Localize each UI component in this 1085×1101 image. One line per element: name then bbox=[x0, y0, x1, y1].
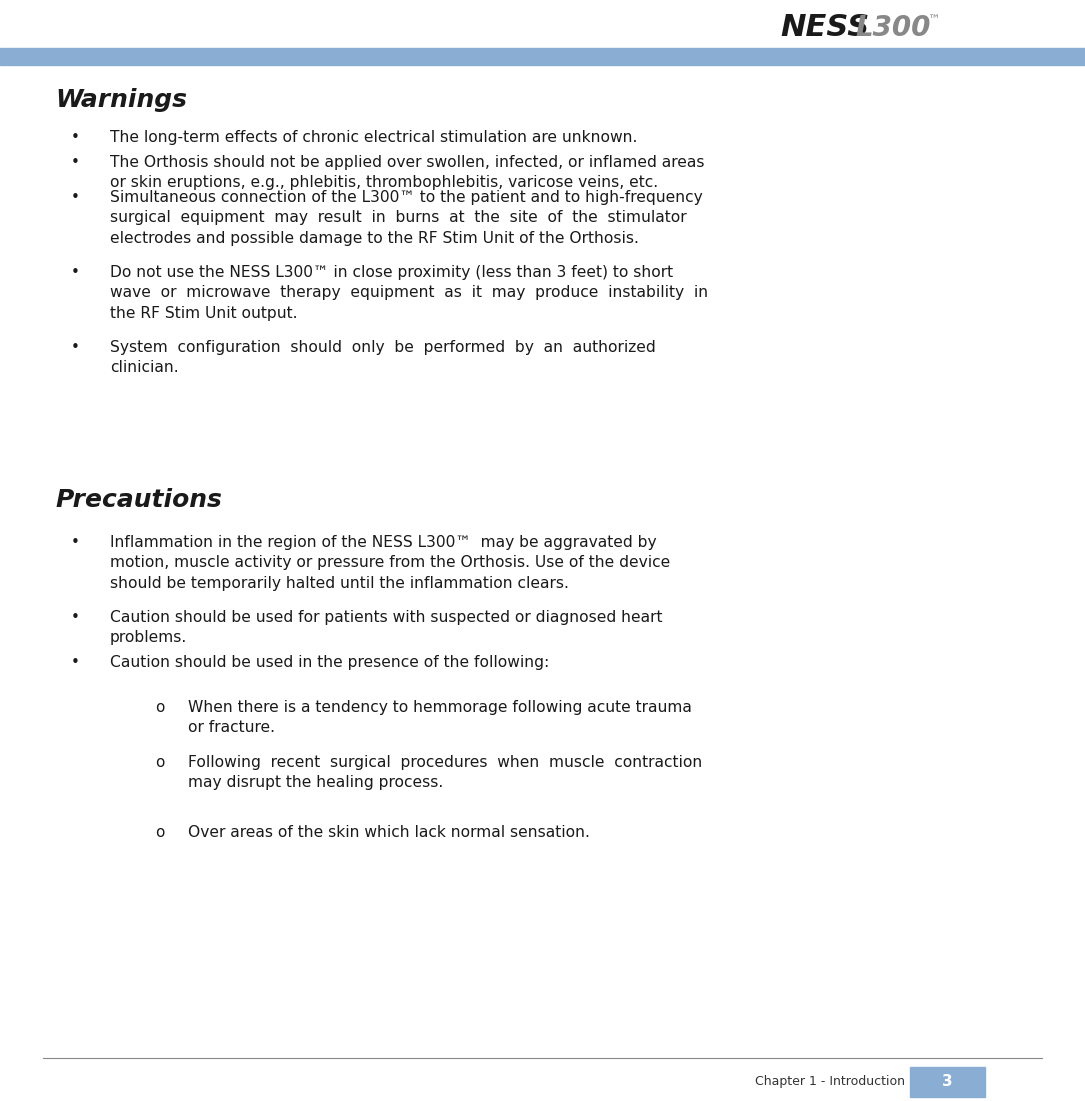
Text: •: • bbox=[71, 155, 79, 170]
Text: •: • bbox=[71, 340, 79, 355]
Text: Caution should be used for patients with suspected or diagnosed heart
problems.: Caution should be used for patients with… bbox=[110, 610, 663, 645]
Text: o: o bbox=[155, 825, 165, 840]
Text: Simultaneous connection of the L300™ to the patient and to high-frequency
surgic: Simultaneous connection of the L300™ to … bbox=[110, 190, 703, 246]
Text: Caution should be used in the presence of the following:: Caution should be used in the presence o… bbox=[110, 655, 549, 671]
Text: NESS: NESS bbox=[780, 13, 869, 43]
Text: System  configuration  should  only  be  performed  by  an  authorized
clinician: System configuration should only be perf… bbox=[110, 340, 655, 375]
Text: •: • bbox=[71, 655, 79, 671]
Text: Warnings: Warnings bbox=[55, 88, 187, 112]
Text: The Orthosis should not be applied over swollen, infected, or inflamed areas
or : The Orthosis should not be applied over … bbox=[110, 155, 704, 190]
Bar bbox=[910, 1067, 985, 1097]
Text: Inflammation in the region of the NESS L300™  may be aggravated by
motion, muscl: Inflammation in the region of the NESS L… bbox=[110, 535, 671, 591]
Text: Do not use the NESS L300™ in close proximity (less than 3 feet) to short
wave  o: Do not use the NESS L300™ in close proxi… bbox=[110, 265, 709, 320]
Text: L300: L300 bbox=[855, 14, 930, 42]
Text: When there is a tendency to hemmorage following acute trauma
or fracture.: When there is a tendency to hemmorage fo… bbox=[188, 700, 692, 735]
Text: •: • bbox=[71, 535, 79, 550]
Text: o: o bbox=[155, 700, 165, 715]
Text: Chapter 1 - Introduction: Chapter 1 - Introduction bbox=[755, 1076, 905, 1089]
Text: The long-term effects of chronic electrical stimulation are unknown.: The long-term effects of chronic electri… bbox=[110, 130, 637, 145]
Text: Over areas of the skin which lack normal sensation.: Over areas of the skin which lack normal… bbox=[188, 825, 590, 840]
Bar bbox=[0, 48, 1085, 65]
Text: •: • bbox=[71, 130, 79, 145]
Text: •: • bbox=[71, 265, 79, 280]
Text: Precautions: Precautions bbox=[55, 488, 221, 512]
Text: •: • bbox=[71, 190, 79, 205]
Text: 3: 3 bbox=[942, 1075, 953, 1090]
Text: •: • bbox=[71, 610, 79, 625]
Text: o: o bbox=[155, 755, 165, 770]
Text: ™: ™ bbox=[927, 13, 940, 26]
Text: Following  recent  surgical  procedures  when  muscle  contraction
may disrupt t: Following recent surgical procedures whe… bbox=[188, 755, 702, 791]
